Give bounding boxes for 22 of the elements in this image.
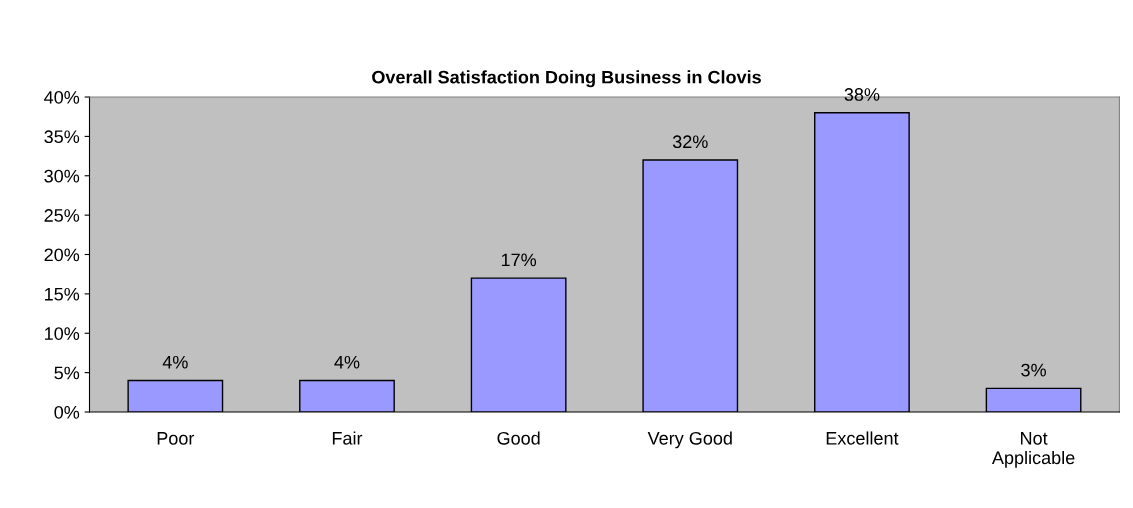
y-tick-label: 40%: [44, 90, 80, 104]
y-tick-label: 15%: [45, 287, 80, 301]
y-tick-label: 0%: [54, 405, 80, 419]
y-tick-label: 35%: [44, 130, 80, 144]
y-tick-label: 30%: [44, 169, 80, 183]
x-tick-label: Fair: [332, 431, 363, 445]
data-label: 4%: [334, 355, 360, 369]
y-tick-label: 10%: [45, 327, 80, 340]
x-tick-label: Good: [497, 431, 540, 445]
x-tick-label: Not Applicable: [991, 432, 1075, 468]
y-tick-label: 5%: [54, 366, 80, 380]
data-label: 3%: [1021, 363, 1046, 377]
y-tick-label: 20%: [44, 248, 80, 262]
y-tick-label: 25%: [44, 209, 80, 222]
chart-title: Overall Satisfaction Doing Business in Clovis: [372, 70, 761, 88]
data-label: 17%: [501, 253, 537, 267]
data-label: 38%: [844, 88, 880, 101]
x-tick-label: Poor: [157, 432, 195, 445]
x-tick-label: Very Good: [647, 431, 732, 449]
data-label: 32%: [672, 135, 708, 149]
data-label: 4%: [162, 355, 188, 369]
x-tick-label: Excellent: [826, 431, 899, 445]
